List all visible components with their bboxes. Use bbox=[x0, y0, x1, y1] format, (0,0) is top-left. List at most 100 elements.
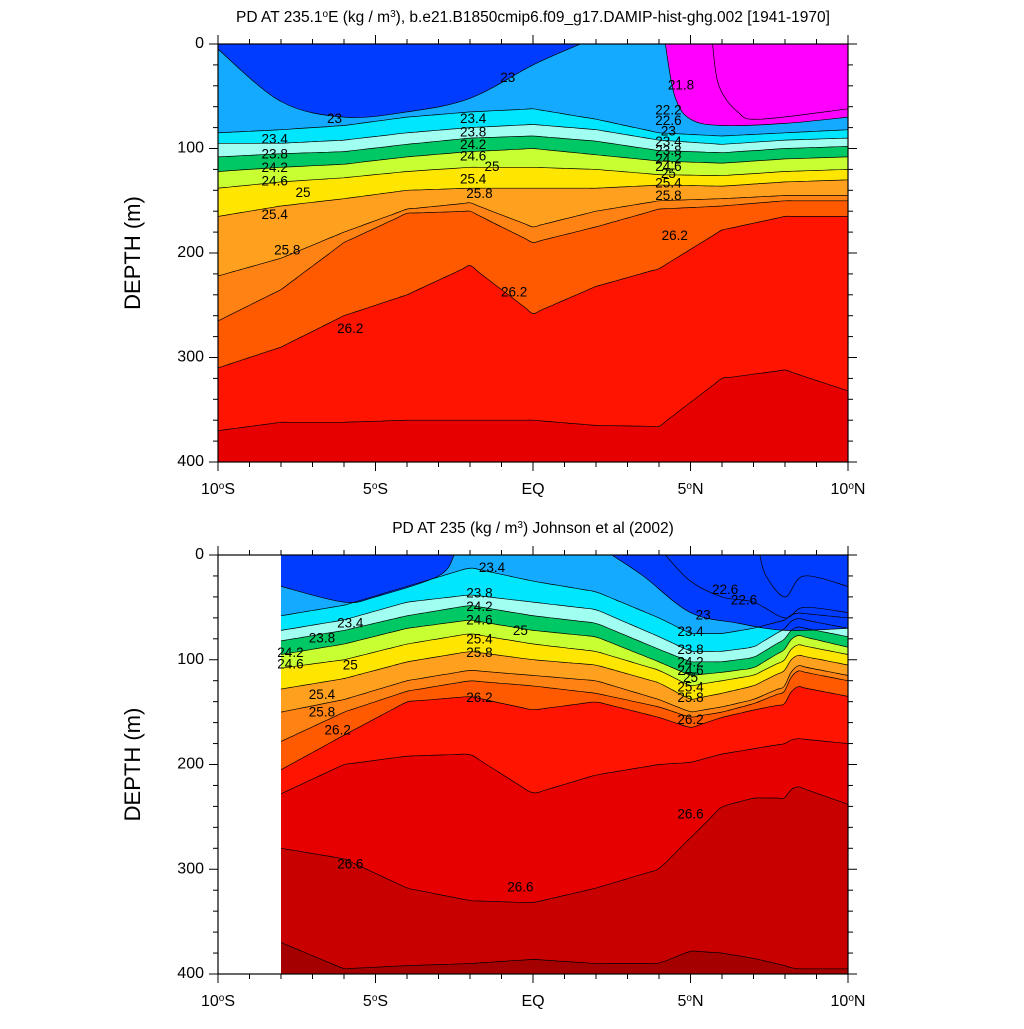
contour-label: 25.8 bbox=[466, 645, 492, 660]
isopycnal-line bbox=[281, 686, 848, 771]
x-tick-label: 10oS bbox=[201, 993, 235, 1011]
isopycnal-line bbox=[218, 166, 848, 189]
isopycnal-line bbox=[218, 200, 848, 322]
contour-label: 24.2 bbox=[277, 645, 303, 660]
isopycnal-line bbox=[281, 942, 848, 970]
isopycnal-line bbox=[281, 594, 848, 652]
contour-label: 23 bbox=[696, 607, 711, 622]
y-tick-label: 300 bbox=[177, 860, 204, 877]
x-tick-label: 5oN bbox=[677, 993, 703, 1011]
surface-density-band bbox=[665, 44, 848, 126]
x-tick-label: EQ bbox=[521, 993, 544, 1010]
contour-label: 24.2 bbox=[655, 152, 681, 167]
isopycnal-line bbox=[218, 135, 848, 158]
contour-label: 24.6 bbox=[460, 148, 486, 163]
contour-label: 26.6 bbox=[677, 806, 703, 821]
contour-label: 25.8 bbox=[274, 242, 300, 257]
contour-label: 26.2 bbox=[662, 228, 688, 243]
isopycnal-line bbox=[281, 633, 848, 687]
contour-label: 24.2 bbox=[677, 654, 703, 669]
y-axis-label: DEPTH (m) bbox=[120, 196, 145, 310]
contour-label: 26.2 bbox=[466, 690, 492, 705]
contour-label: 22.6 bbox=[712, 582, 738, 597]
contour-label: 24.6 bbox=[677, 663, 703, 678]
contour-label: 25.4 bbox=[466, 631, 493, 646]
contour-label: 24.6 bbox=[466, 613, 492, 628]
contour-label: 26.2 bbox=[677, 712, 703, 727]
contour-label: 23 bbox=[661, 123, 676, 138]
x-tick-label: 5oN bbox=[677, 481, 703, 499]
isopycnal-line bbox=[218, 108, 848, 137]
surface-density-band bbox=[218, 44, 581, 118]
contour-label: 25.8 bbox=[655, 188, 681, 203]
contour-label: 24.2 bbox=[460, 137, 486, 152]
contour-label: 23 bbox=[327, 111, 342, 126]
isopycnal-line bbox=[218, 148, 848, 172]
isopycnal-line bbox=[281, 555, 455, 604]
contour-label: 25 bbox=[296, 185, 311, 200]
contour-label: 22.6 bbox=[731, 593, 757, 608]
x-tick-label: 10oN bbox=[831, 481, 866, 499]
isopycnal-line bbox=[281, 665, 848, 713]
contour-label: 26.6 bbox=[337, 857, 363, 872]
y-axis-label: DEPTH (m) bbox=[120, 708, 145, 822]
contour-label: 23.8 bbox=[262, 146, 288, 161]
isopycnal-line bbox=[281, 619, 848, 676]
panel-ghg-model: 232323.423.824.224.62525.425.826.223.423… bbox=[120, 9, 865, 499]
isopycnal-line bbox=[281, 651, 848, 700]
contour-label: 25 bbox=[485, 159, 500, 174]
contour-label: 23.8 bbox=[655, 143, 681, 158]
isopycnal-line bbox=[218, 215, 848, 369]
contour-label: 23.8 bbox=[466, 585, 492, 600]
contour-label: 22.6 bbox=[655, 113, 681, 128]
isopycnal-line bbox=[218, 179, 848, 217]
contour-label: 24.2 bbox=[466, 599, 492, 614]
contour-label: 23.4 bbox=[677, 624, 704, 639]
isopycnal-line bbox=[218, 195, 848, 277]
contour-label: 25 bbox=[513, 623, 528, 638]
isopycnal-line bbox=[218, 124, 848, 145]
contour-label: 23 bbox=[500, 70, 515, 85]
contour-label: 23.8 bbox=[460, 124, 486, 139]
isopycnal-line bbox=[611, 555, 848, 631]
contour-label: 25.4 bbox=[677, 680, 704, 695]
y-tick-label: 0 bbox=[195, 35, 204, 52]
isopycnal-line bbox=[665, 555, 848, 619]
contour-label: 25.8 bbox=[466, 186, 492, 201]
isopycnal-line bbox=[218, 369, 848, 432]
x-tick-label: 5oS bbox=[363, 481, 388, 499]
isopycnal-line bbox=[281, 605, 848, 663]
y-tick-label: 400 bbox=[177, 453, 204, 470]
contour-label: 25 bbox=[683, 670, 698, 685]
isopycnal-line bbox=[759, 555, 848, 598]
isopycnal-line bbox=[664, 44, 848, 127]
contour-label: 26.2 bbox=[325, 723, 351, 738]
contour-label: 26.2 bbox=[501, 284, 527, 299]
contour-label: 23.8 bbox=[677, 642, 703, 657]
contour-label: 23.8 bbox=[309, 630, 335, 645]
surface-density-band bbox=[611, 555, 848, 631]
x-tick-label: EQ bbox=[521, 481, 544, 498]
contour-field bbox=[281, 555, 848, 974]
y-tick-label: 200 bbox=[177, 244, 204, 261]
isopycnal-line bbox=[281, 738, 848, 795]
contour-label: 25.4 bbox=[460, 171, 487, 186]
contour-label: 24.6 bbox=[277, 657, 303, 672]
contour-label: 25.4 bbox=[655, 176, 682, 191]
x-tick-label: 10oS bbox=[201, 481, 235, 499]
contour-label: 25 bbox=[661, 166, 676, 181]
contour-label: 21.8 bbox=[668, 77, 694, 92]
y-tick-label: 0 bbox=[195, 546, 204, 563]
contour-label: 25.8 bbox=[677, 690, 703, 705]
y-tick-label: 400 bbox=[177, 965, 204, 982]
isopycnal-line bbox=[281, 786, 848, 903]
contour-label: 26.2 bbox=[337, 321, 363, 336]
contour-label: 23.4 bbox=[460, 111, 487, 126]
isopycnal-line bbox=[281, 670, 848, 742]
contour-label: 22.2 bbox=[655, 102, 681, 117]
isopycnal-line bbox=[712, 44, 848, 120]
isopycnal-line bbox=[281, 567, 848, 635]
contour-label: 23.4 bbox=[655, 134, 682, 149]
contour-label: 24.2 bbox=[262, 160, 288, 175]
